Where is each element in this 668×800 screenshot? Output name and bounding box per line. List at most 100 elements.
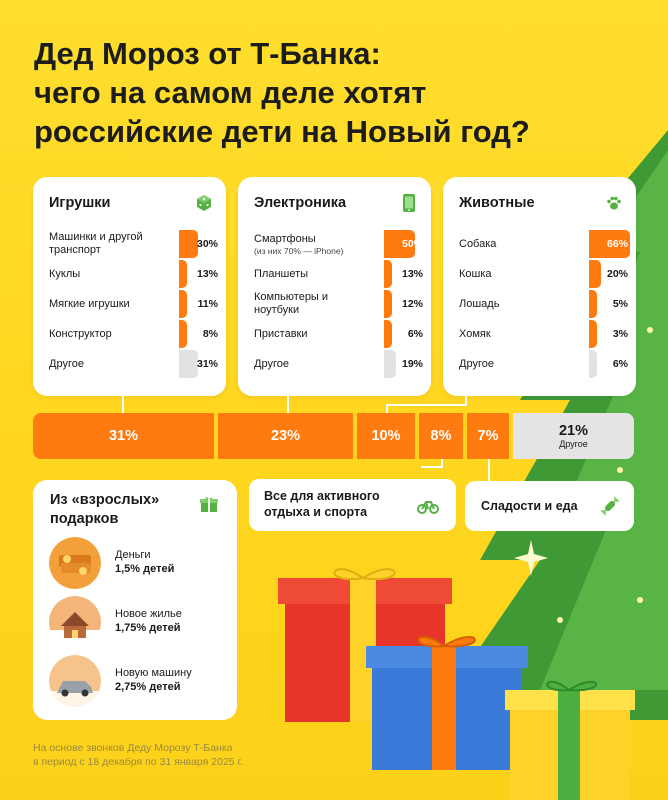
footnote-line-1: На основе звонков Деду Морозу Т-Банка <box>33 742 233 754</box>
share-bar <box>589 350 597 378</box>
share-bar <box>589 320 597 348</box>
adult-gift-item: Новое жилье 1,75% детей <box>49 596 229 652</box>
row-label: Смартфоны (из них 70% — iPhone) <box>254 229 372 259</box>
other-share-value: 21% <box>558 422 589 439</box>
gift-share: 2,75% детей <box>115 681 181 693</box>
sport-card: Все для активного отдыха и спорта <box>249 479 456 531</box>
footnote-line-2: в период с 18 декабря по 31 января 2025 … <box>33 756 243 768</box>
sweets-label: Сладости и еда <box>481 499 578 513</box>
row-label: Собака <box>459 237 497 250</box>
share-bar <box>384 350 396 378</box>
row-value: 13% <box>196 268 218 280</box>
row-value: 8% <box>202 328 218 340</box>
share-segment-other: 21% Другое <box>513 413 634 459</box>
sweets-card: Сладости и еда <box>465 481 634 531</box>
paw-icon <box>604 193 624 213</box>
share-segment: 23% <box>218 413 353 459</box>
connector-line <box>421 466 443 468</box>
category-row: Другое 31% <box>49 349 218 379</box>
row-value: 31% <box>196 358 218 370</box>
row-value: 6% <box>407 328 423 340</box>
gift-name: Новую машину <box>115 667 192 679</box>
category-row: Хомяк 3% <box>459 319 628 349</box>
row-label: Другое <box>254 357 289 370</box>
row-value: 19% <box>401 358 423 370</box>
connector-line <box>488 459 490 481</box>
share-bar <box>589 230 630 258</box>
share-segment: 8% <box>419 413 463 459</box>
share-bar <box>384 290 392 318</box>
row-value: 6% <box>612 358 628 370</box>
gift-name: Новое жилье <box>115 608 182 620</box>
category-row: Компьютеры и ноутбуки 12% <box>254 289 423 319</box>
category-card-electronics: Электроника Смартфоны (из них 70% — iPho… <box>238 177 431 396</box>
money-image <box>49 537 101 589</box>
gift-share: 1,75% детей <box>115 622 181 634</box>
other-share-label: Другое <box>559 438 588 449</box>
gift-share: 1,5% детей <box>115 563 175 575</box>
gift-name: Деньги <box>115 549 151 561</box>
card-title: Животные <box>459 195 535 211</box>
connector-line <box>441 459 443 468</box>
row-label: Приставки <box>254 327 308 340</box>
row-label: Хомяк <box>459 327 491 340</box>
row-value: 3% <box>612 328 628 340</box>
gift-boxes-image <box>278 568 635 800</box>
row-label: Компьютеры и ноутбуки <box>254 291 329 316</box>
adult-gift-item: Деньги 1,5% детей <box>49 537 229 593</box>
share-bar <box>589 290 597 318</box>
row-label: Мягкие игрушки <box>49 297 130 310</box>
adult-gift-item: Новую машину 2,75% детей <box>49 655 229 711</box>
row-value: 20% <box>606 268 628 280</box>
share-bar <box>179 230 198 258</box>
share-bar <box>179 260 188 288</box>
candy-icon <box>599 495 621 517</box>
category-row: Мягкие игрушки 11% <box>49 289 218 319</box>
category-row: Планшеты 13% <box>254 259 423 289</box>
category-row: Лошадь 5% <box>459 289 628 319</box>
connector-line <box>386 404 388 413</box>
category-row: Конструктор 8% <box>49 319 218 349</box>
share-segment: 10% <box>357 413 415 459</box>
connector-line <box>122 396 124 413</box>
card-title: Электроника <box>254 195 347 211</box>
row-label: Конструктор <box>49 327 112 340</box>
row-value: 13% <box>401 268 423 280</box>
page-title: Дед Мороз от Т-Банка: чего на самом деле… <box>34 34 594 151</box>
share-bar <box>179 320 187 348</box>
category-row: Кошка 20% <box>459 259 628 289</box>
category-row: Другое 19% <box>254 349 423 379</box>
connector-line <box>287 396 289 413</box>
row-label: Планшеты <box>254 267 309 280</box>
title-line-2: чего на самом деле хотят <box>34 75 427 110</box>
share-segment: 31% <box>33 413 214 459</box>
car-image <box>49 655 101 707</box>
category-card-animals: Животные Собака 66% Кошка 20% Лошадь 5% … <box>443 177 636 396</box>
row-value: 11% <box>197 298 218 310</box>
row-value: 30% <box>196 238 218 250</box>
share-bar <box>589 260 602 288</box>
sport-label: Все для активного отдыха и спорта <box>264 489 380 519</box>
share-segment: 7% <box>467 413 509 459</box>
row-label: Машинки и другой транспорт <box>49 231 143 256</box>
category-row: Приставки 6% <box>254 319 423 349</box>
house-image <box>49 596 101 648</box>
row-label: Лошадь <box>459 297 500 310</box>
title-line-1: Дед Мороз от Т-Банка: <box>34 36 381 71</box>
bicycle-icon <box>417 495 439 517</box>
dice-icon <box>194 193 214 213</box>
row-label: Другое <box>49 357 84 370</box>
footnote: На основе звонков Деду Морозу Т-Банка в … <box>33 741 293 769</box>
row-label: Другое <box>459 357 494 370</box>
row-value: 66% <box>606 238 628 250</box>
share-bar <box>384 320 392 348</box>
category-row: Смартфоны (из них 70% — iPhone) 50% <box>254 229 423 259</box>
share-bar <box>384 260 393 288</box>
connector-line <box>386 404 466 406</box>
category-row: Другое 6% <box>459 349 628 379</box>
category-row: Собака 66% <box>459 229 630 259</box>
adult-gifts-card: Из «взрослых» подарков Деньги 1,5% детей… <box>33 480 237 720</box>
share-bar <box>179 350 199 378</box>
row-label: Кошка <box>459 267 492 280</box>
row-value: 50% <box>401 238 423 250</box>
